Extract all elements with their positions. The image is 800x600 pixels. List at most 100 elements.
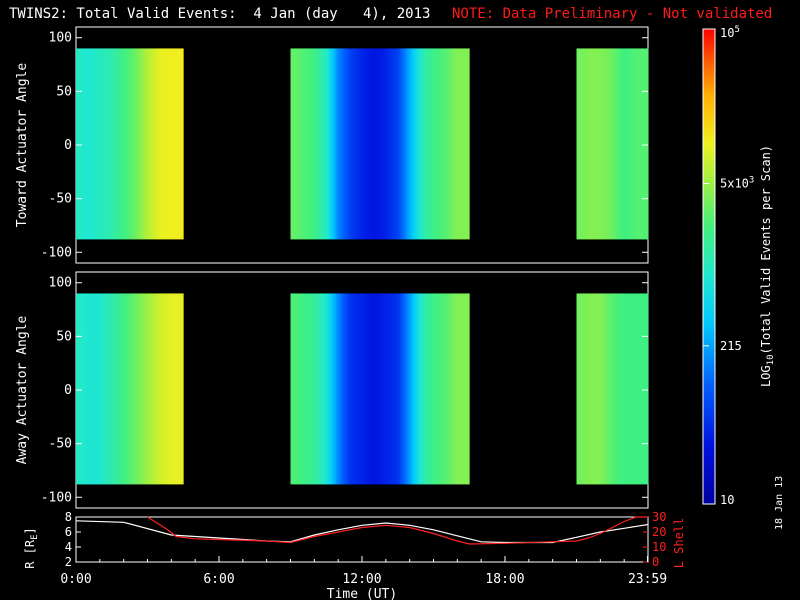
away-heatmap-cell bbox=[142, 293, 146, 485]
away-heatmap-cell bbox=[633, 293, 637, 485]
away-heatmap-cell bbox=[135, 293, 139, 485]
toward-heatmap-cell bbox=[137, 48, 141, 240]
toward-heatmap-cell bbox=[335, 48, 339, 240]
toward-heatmap-cell bbox=[459, 48, 463, 240]
toward-heatmap-cell bbox=[149, 48, 153, 240]
away-heatmap-cell bbox=[459, 293, 463, 485]
r-y-tick-label: 4 bbox=[65, 540, 72, 554]
toward-heatmap-cell bbox=[130, 48, 134, 240]
away-heatmap-cell bbox=[431, 293, 434, 485]
toward-heatmap-cell bbox=[385, 48, 389, 240]
toward-y-tick-label: -100 bbox=[41, 245, 72, 260]
toward-heatmap-cell bbox=[383, 48, 387, 240]
toward-heatmap-cell bbox=[438, 48, 442, 240]
away-heatmap-cell bbox=[292, 293, 296, 485]
away-heatmap-cell bbox=[636, 293, 639, 485]
away-heatmap-cell bbox=[404, 293, 408, 485]
date-stamp: 18 Jan 13 bbox=[774, 475, 785, 530]
away-heatmap-cell bbox=[426, 293, 430, 485]
lshell-axis-label: L Shell bbox=[672, 518, 686, 569]
away-heatmap-cell bbox=[178, 293, 182, 485]
toward-heatmap-cell bbox=[97, 48, 101, 240]
away-heatmap-cell bbox=[423, 293, 427, 485]
header: TWINS2: Total Valid Events: 4 Jan (day 4… bbox=[0, 4, 800, 26]
lshell-y-tick-label: 0 bbox=[652, 555, 659, 569]
toward-heatmap-cell bbox=[300, 48, 303, 240]
away-heatmap-cell bbox=[369, 293, 372, 485]
away-heatmap-cell bbox=[176, 293, 179, 485]
away-heatmap-cell bbox=[133, 293, 136, 485]
toward-heatmap-cell bbox=[342, 48, 346, 240]
away-heatmap-cell bbox=[345, 293, 349, 485]
toward-heatmap-cell bbox=[407, 48, 411, 240]
toward-heatmap-cell bbox=[340, 48, 344, 240]
toward-y-ticks: 100 50 0 -50 -100 bbox=[41, 31, 648, 260]
toward-heatmap-cell bbox=[85, 48, 89, 240]
away-heatmap-cell bbox=[619, 293, 623, 485]
away-heatmap-cell bbox=[97, 293, 101, 485]
toward-heatmap-cell bbox=[123, 48, 127, 240]
toward-heatmap-cell bbox=[290, 48, 294, 240]
toward-heatmap-cell bbox=[595, 48, 599, 240]
toward-heatmap-cell bbox=[628, 48, 632, 240]
away-heatmap-cell bbox=[628, 293, 632, 485]
away-heatmap-cell bbox=[578, 293, 582, 485]
away-heatmap-cell bbox=[290, 293, 294, 485]
toward-heatmap-cell bbox=[323, 48, 327, 240]
toward-heatmap-cell bbox=[178, 48, 182, 240]
away-heatmap-cell bbox=[621, 293, 625, 485]
away-heatmap-cell bbox=[602, 293, 606, 485]
toward-heatmap-cell bbox=[602, 48, 606, 240]
toward-heatmap-cell bbox=[371, 48, 375, 240]
away-heatmap-cell bbox=[373, 293, 377, 485]
toward-angle-panel: 100 50 0 -50 -100 Toward Actuator Angle bbox=[15, 26, 649, 264]
toward-heatmap-cell bbox=[314, 48, 318, 240]
toward-heatmap-cell bbox=[118, 48, 122, 240]
toward-y-tick-label: 100 bbox=[49, 31, 72, 46]
away-heatmap-cell bbox=[147, 293, 151, 485]
away-heatmap-cell bbox=[173, 293, 177, 485]
away-heatmap-cell bbox=[638, 293, 642, 485]
away-heatmap-cell bbox=[300, 293, 303, 485]
toward-heatmap-cell bbox=[154, 48, 158, 240]
lshell-y-tick-label: 10 bbox=[652, 540, 666, 554]
toward-heatmap-cell bbox=[452, 48, 456, 240]
toward-heatmap-cell bbox=[421, 48, 425, 240]
toward-heatmap-cell bbox=[78, 48, 82, 240]
r-axis-label-main: R [R bbox=[23, 539, 37, 569]
away-heatmap-cell bbox=[412, 293, 415, 485]
toward-heatmap-cell bbox=[612, 48, 616, 240]
away-heatmap-cell bbox=[161, 293, 165, 485]
toward-heatmap-cell bbox=[624, 48, 627, 240]
away-heatmap-cell bbox=[447, 293, 451, 485]
away-heatmap-cell bbox=[452, 293, 456, 485]
toward-heatmap-cell bbox=[581, 48, 585, 240]
toward-heatmap-cell bbox=[412, 48, 415, 240]
toward-heatmap-cell bbox=[331, 48, 334, 240]
away-heatmap-cell bbox=[309, 293, 313, 485]
toward-heatmap-cell bbox=[106, 48, 110, 240]
away-heatmap-cell bbox=[595, 293, 599, 485]
toward-heatmap-cell bbox=[326, 48, 330, 240]
toward-y-label: Toward Actuator Angle bbox=[15, 63, 30, 228]
away-heatmap-cell bbox=[87, 293, 91, 485]
r-y-tick-label: 8 bbox=[65, 510, 72, 524]
away-heatmap-cell bbox=[383, 293, 387, 485]
toward-heatmap-cell bbox=[578, 48, 582, 240]
toward-heatmap-cell bbox=[617, 48, 620, 240]
colorbar-tick-base: 5x10 bbox=[720, 176, 749, 190]
toward-heatmap-cell bbox=[126, 48, 129, 240]
lshell-line bbox=[147, 516, 648, 545]
toward-heatmap-cell bbox=[142, 48, 146, 240]
away-heatmap-cell bbox=[180, 293, 184, 485]
away-heatmap-cell bbox=[609, 293, 613, 485]
away-heatmap-cell bbox=[152, 293, 156, 485]
away-heatmap-cell bbox=[335, 293, 339, 485]
toward-heatmap-cell bbox=[161, 48, 165, 240]
preliminary-note: NOTE: Data Preliminary - Not validated bbox=[452, 6, 773, 22]
toward-heatmap-cell bbox=[402, 48, 406, 240]
colorbar-tick-label: 5x103 bbox=[720, 175, 754, 190]
toward-heatmap-cell bbox=[128, 48, 132, 240]
away-heatmap-cell bbox=[583, 293, 587, 485]
